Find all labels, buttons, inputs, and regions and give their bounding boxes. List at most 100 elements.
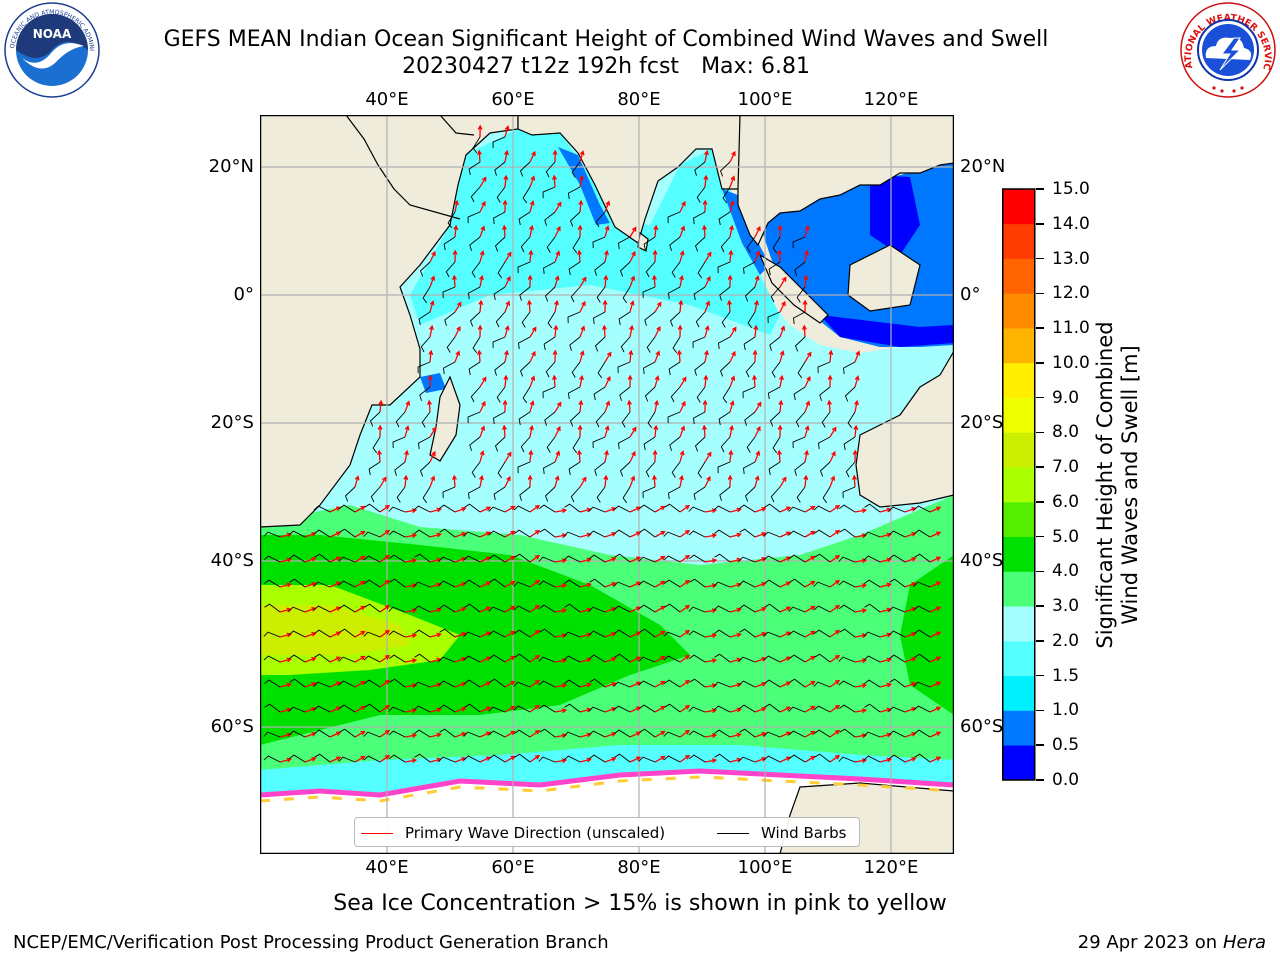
wind-barb [338,680,356,688]
wave-direction-arrow [329,606,341,613]
wave-arrow-head [286,532,292,538]
wave-direction-arrow [529,151,536,163]
colorbar-segment [1002,362,1035,398]
wave-direction-arrow [679,401,686,413]
wave-direction-arrow [704,634,716,638]
wind-barb [593,311,606,325]
wave-direction-arrow [654,401,658,413]
wave-direction-arrow [729,558,741,563]
wave-direction-arrow [629,251,636,263]
wave-arrow-head [377,449,382,455]
wave-arrow-head [453,224,459,231]
wave-arrow-head [384,579,391,585]
wave-direction-arrow [454,757,466,763]
wave-direction-arrow [404,634,416,638]
wind-barb [738,704,756,713]
wave-arrow-head [335,681,342,686]
wave-direction-arrow [429,427,437,438]
wind-barb [463,555,481,563]
lat-tick-left-20s: 20°S [210,412,254,433]
wind-barb [264,703,281,713]
wave-direction-arrow [379,580,390,588]
wave-direction-arrow [829,605,840,613]
wind-barb [339,628,356,638]
wave-arrow-head [436,632,442,638]
wave-direction-arrow [929,756,941,763]
wind-barb [493,211,506,225]
wave-direction-arrow [854,609,866,613]
wind-barb [263,755,281,763]
wave-arrow-head [335,706,342,711]
wave-arrow-head [911,606,917,612]
wave-direction-arrow [579,151,584,163]
wave-arrow-head [802,324,807,330]
wave-arrow-head [911,681,917,687]
wave-direction-arrow [529,680,540,688]
wind-barb [613,529,631,538]
wind-barb [518,336,531,350]
wind-barb [621,411,631,428]
wave-arrow-head [652,249,658,255]
wave-arrow-head [828,349,834,356]
wave-arrow-head [761,631,767,637]
wave-arrow-head [384,504,391,510]
wave-direction-arrow [479,276,483,288]
wave-direction-arrow [429,301,434,313]
wind-barb [721,311,731,328]
wave-arrow-head [754,475,760,481]
wave-arrow-head [730,175,736,181]
wave-direction-arrow [704,351,708,363]
wave-direction-arrow [879,583,891,588]
wave-arrow-head [556,401,562,407]
wind-barb [813,581,831,588]
wave-direction-arrow [429,608,441,613]
wave-arrow-head [411,683,418,689]
wave-arrow-head [831,450,836,457]
colorbar-tick-label: 9.0 [1052,387,1080,408]
wind-barb [792,436,806,449]
wave-arrow-head [752,349,758,355]
wind-barb [719,361,731,377]
wave-direction-arrow [529,176,535,188]
wave-direction-arrow [429,708,441,713]
wind-barb [664,703,681,713]
wave-arrow-head [311,606,317,612]
wave-arrow-head [886,532,892,538]
wave-direction-arrow [504,301,510,313]
wave-direction-arrow [579,401,582,413]
wave-arrow-head [660,630,666,636]
wave-direction-arrow [529,251,532,263]
wave-arrow-head [579,374,584,381]
legend-wave-direction: Primary Wave Direction (unscaled) [361,824,665,842]
wave-direction-arrow [379,655,390,663]
wave-direction-arrow [629,556,641,563]
wind-barb [822,486,831,504]
wave-direction-arrow [729,226,733,238]
wind-barb [746,436,756,453]
wave-arrow-head [629,324,634,331]
wave-direction-arrow [604,732,616,738]
wave-direction-arrow [804,630,815,638]
wind-barb [494,361,506,376]
wave-arrow-head [861,633,868,639]
wave-direction-arrow [729,251,732,263]
colorbar-tick-mark [1036,709,1044,712]
wave-arrow-head [631,426,637,432]
wave-arrow-head [834,729,841,735]
wave-arrow-head [431,450,436,457]
wind-barb [597,361,606,379]
wave-arrow-head [681,376,687,382]
wind-barb [568,386,581,400]
wind-barb [769,336,781,351]
wind-barb [769,411,781,427]
wave-direction-arrow [779,376,783,388]
wind-barb [793,386,806,401]
wave-direction-arrow [679,201,686,213]
wave-arrow-head [635,506,642,511]
wave-arrow-head [810,530,816,536]
wave-direction-arrow [929,506,941,513]
wave-direction-arrow [904,632,916,638]
wind-barb [644,311,656,326]
wind-barb [588,554,606,563]
wave-arrow-head [534,629,541,635]
